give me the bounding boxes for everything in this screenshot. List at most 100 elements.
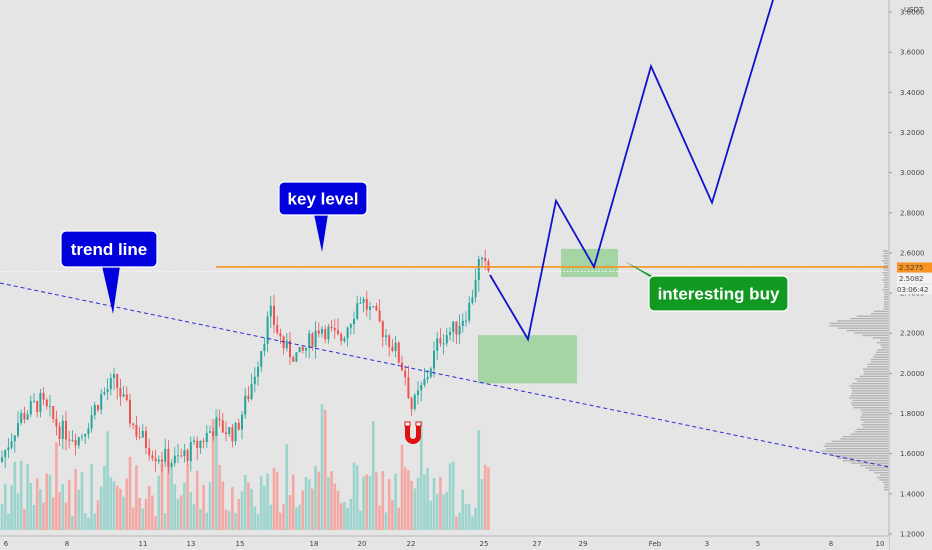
time-tick-label: 25 <box>480 540 489 548</box>
volume-bar <box>279 512 282 530</box>
volume-bar <box>13 461 17 530</box>
magnet-icon-body <box>405 426 421 444</box>
volume-bar <box>80 472 84 530</box>
volume-profile-bar <box>882 481 888 484</box>
volume-bar <box>3 483 7 530</box>
candle-body <box>311 333 314 348</box>
volume-profile-bar <box>867 366 888 368</box>
volume-bar <box>451 461 455 530</box>
volume-bar <box>115 485 119 530</box>
volume-profile-bar <box>884 305 888 308</box>
volume-bar <box>224 509 228 530</box>
key-level-callout-pointer <box>314 214 328 252</box>
volume-profile-bar <box>851 392 888 394</box>
volume-bar <box>285 444 289 530</box>
candle-body <box>247 395 250 400</box>
candle-body <box>125 394 128 400</box>
volume-bar <box>253 506 257 530</box>
candle-body <box>52 406 55 419</box>
volume-profile-bar <box>842 459 888 462</box>
volume-bar <box>211 419 215 530</box>
volume-bar <box>71 515 74 530</box>
volume-profile-bar <box>833 455 888 457</box>
volume-bar <box>173 484 177 530</box>
candle-body <box>26 414 29 420</box>
volume-profile-bar <box>883 274 888 276</box>
candle-body <box>225 432 227 435</box>
candle-body <box>84 433 87 437</box>
volume-profile-bar <box>849 397 888 399</box>
volume-profile-bar <box>873 310 888 313</box>
candle-body <box>471 297 474 303</box>
candle-body <box>330 326 333 329</box>
volume-bar <box>480 478 484 530</box>
candle-body <box>426 376 429 380</box>
volume-bar <box>138 498 141 530</box>
candle-body <box>375 306 378 311</box>
candle-body <box>340 333 343 342</box>
volume-bar <box>311 488 314 530</box>
quote-currency-label: USDT <box>904 6 924 14</box>
trend-line-callout-label: trend line <box>71 240 148 259</box>
volume-bar <box>419 421 423 530</box>
volume-bar <box>387 479 391 530</box>
volume-bar <box>403 467 407 530</box>
volume-profile-bar <box>851 387 888 390</box>
volume-bar <box>461 489 465 530</box>
volume-bar <box>416 477 420 530</box>
volume-profile-bar <box>874 472 888 474</box>
volume-bar <box>455 516 458 530</box>
candle-body <box>391 346 394 352</box>
volume-bar <box>413 488 417 530</box>
magnet-icon <box>404 421 422 444</box>
volume-bar <box>90 464 93 530</box>
candle-body <box>1 457 3 462</box>
volume-bar <box>259 475 263 530</box>
volume-bar <box>131 507 135 530</box>
volume-bar <box>119 488 122 530</box>
candle-body <box>362 299 365 303</box>
volume-bar <box>483 464 487 530</box>
candle-body <box>119 387 122 397</box>
time-tick-label: 15 <box>236 540 245 548</box>
candle-body <box>45 399 48 407</box>
volume-bar <box>352 462 356 530</box>
candle-body <box>170 463 173 467</box>
volume-profile-bar <box>825 447 888 450</box>
candle-body <box>244 395 247 415</box>
time-tick-label: 5 <box>756 540 760 548</box>
volume-bar <box>314 466 317 530</box>
candle-body <box>151 455 154 459</box>
volume-profile-bar <box>860 416 888 419</box>
volume-bar <box>384 512 388 530</box>
volume-profile-bar <box>852 382 888 385</box>
volume-bar <box>58 492 61 530</box>
current-price-tag <box>897 262 932 273</box>
last-price-label: 2.5082 <box>899 275 924 283</box>
trend-line-callout-box <box>60 230 158 268</box>
candle-body <box>154 458 157 462</box>
volume-bar <box>295 507 298 530</box>
volume-bar <box>218 465 221 530</box>
candle-body <box>365 299 368 310</box>
candle-body <box>116 374 119 388</box>
candle-body <box>349 324 352 328</box>
candle-body <box>234 422 237 442</box>
volume-bar <box>362 476 365 530</box>
volume-bar <box>192 503 196 530</box>
candle-body <box>148 447 151 456</box>
volume-profile-bar <box>850 402 888 404</box>
candle-body <box>177 455 179 457</box>
volume-bar <box>410 480 413 530</box>
volume-profile-bar <box>884 264 888 267</box>
volume-bar <box>179 495 183 530</box>
candle-body <box>212 431 215 436</box>
price-tick-label: 3.2000 <box>900 129 925 137</box>
candle-body <box>253 376 256 385</box>
volume-profile-bar <box>867 363 888 366</box>
volume-bar <box>243 475 247 530</box>
candle-body <box>337 330 339 334</box>
volume-profile-bar <box>850 394 888 397</box>
volume-bar <box>29 483 33 530</box>
